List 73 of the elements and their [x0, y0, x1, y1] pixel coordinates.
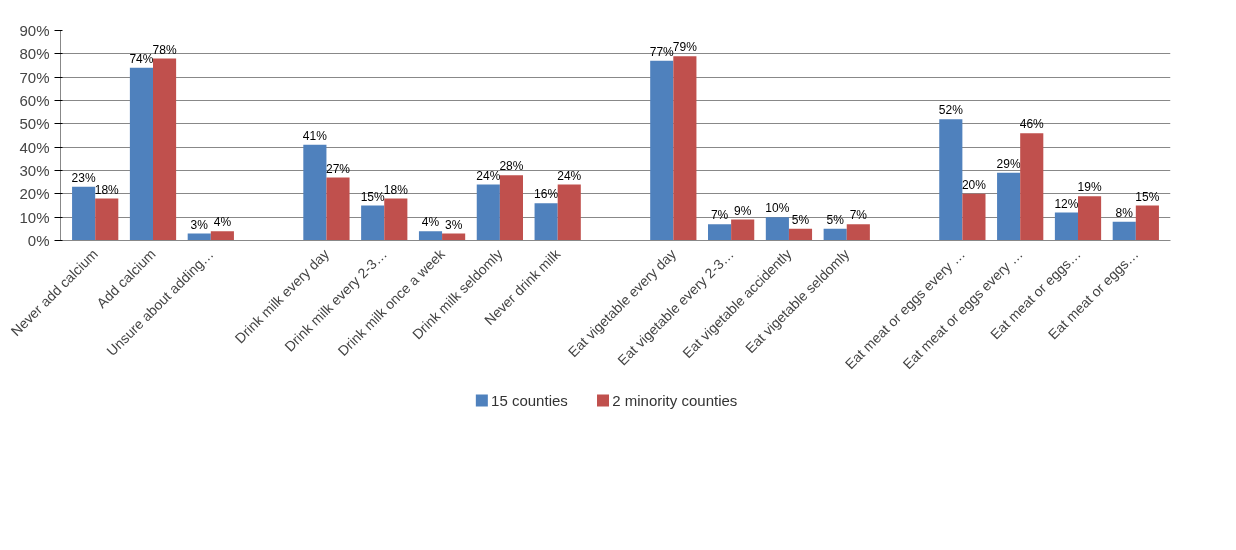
data-label: 46%	[1019, 117, 1045, 132]
data-label: 15%	[360, 189, 386, 204]
data-label: 4%	[213, 215, 232, 230]
data-label: 7%	[710, 208, 729, 223]
bar	[731, 219, 755, 241]
bar	[1135, 205, 1159, 241]
data-label: 18%	[383, 182, 409, 197]
data-label: 20%	[961, 177, 987, 192]
bar	[303, 144, 327, 241]
y-tick-label: 70%	[19, 68, 50, 86]
bar	[823, 228, 847, 241]
bar	[997, 172, 1021, 241]
y-tick-label: 0%	[27, 232, 50, 249]
data-label: 74%	[129, 51, 154, 66]
bar	[210, 231, 234, 241]
data-label: 9%	[734, 203, 752, 218]
bar	[650, 60, 674, 241]
data-label: 16%	[534, 187, 559, 202]
bar	[962, 193, 986, 241]
data-label: 23%	[71, 170, 96, 185]
y-tick-label: 80%	[19, 45, 50, 63]
y-tick-label: 50%	[19, 115, 50, 133]
data-label: 4%	[421, 215, 440, 230]
data-label: 3%	[190, 217, 209, 232]
bar	[846, 224, 870, 241]
y-tick-label: 30%	[19, 162, 50, 179]
legend-label: 2 minority counties	[612, 392, 738, 409]
data-label: 5%	[826, 212, 845, 227]
bar	[476, 184, 500, 241]
data-label: 28%	[499, 159, 524, 174]
bar	[557, 184, 581, 241]
y-tick-label: 10%	[19, 208, 50, 226]
data-label: 27%	[325, 161, 351, 176]
data-label: 3%	[444, 217, 463, 232]
bar	[153, 58, 177, 241]
data-label: 24%	[557, 168, 582, 183]
bar	[1078, 196, 1102, 241]
bar	[1112, 221, 1136, 241]
data-label: 18%	[94, 182, 120, 197]
bar	[1020, 133, 1044, 241]
data-label: 5%	[791, 212, 810, 227]
bar	[72, 186, 96, 241]
bar	[361, 205, 385, 241]
bar	[326, 177, 350, 241]
y-tick-label: 20%	[19, 185, 50, 203]
bar	[939, 119, 963, 241]
bar	[708, 224, 732, 241]
data-label: 78%	[152, 42, 177, 57]
data-label: 15%	[1135, 189, 1160, 204]
bar	[129, 67, 153, 241]
data-label: 8%	[1115, 205, 1134, 220]
data-label: 79%	[672, 40, 698, 55]
data-label: 19%	[1077, 180, 1102, 195]
bar	[765, 217, 789, 241]
bar	[1054, 212, 1078, 241]
data-label: 12%	[1054, 196, 1079, 211]
y-tick-label: 60%	[19, 92, 50, 109]
bar	[499, 175, 523, 241]
data-label: 41%	[302, 128, 328, 143]
legend-label: 15 counties	[491, 392, 568, 409]
data-label: 10%	[765, 201, 790, 216]
data-label: 7%	[849, 208, 868, 223]
data-label: 77%	[649, 44, 675, 59]
data-label: 24%	[476, 168, 501, 183]
bar	[418, 231, 443, 241]
bar	[788, 228, 813, 241]
data-label: 52%	[938, 103, 964, 118]
y-tick-label: 40%	[19, 138, 50, 156]
y-tick-label: 90%	[19, 22, 50, 39]
bar	[534, 203, 558, 241]
bar	[95, 198, 119, 241]
bar	[384, 198, 408, 241]
bar	[673, 56, 697, 241]
